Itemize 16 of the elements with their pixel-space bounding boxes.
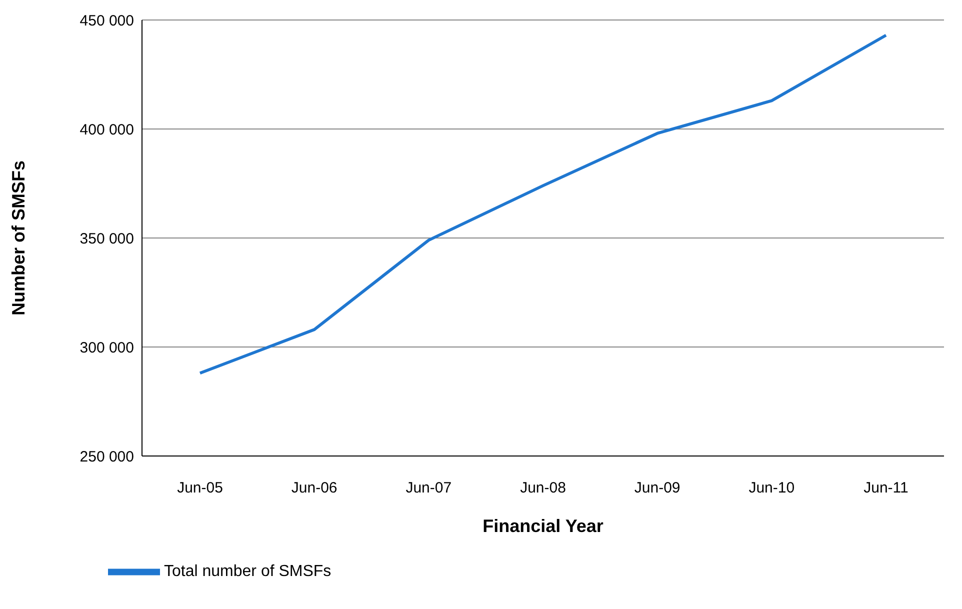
y-tick-label: 450 000: [80, 12, 134, 30]
x-tick-label: Jun-07: [406, 480, 452, 497]
x-axis-title: Financial Year: [482, 516, 604, 536]
x-tick-label: Jun-11: [864, 480, 908, 497]
x-tick-label: Jun-08: [520, 480, 566, 497]
y-tick-label: 400 000: [80, 121, 134, 138]
x-tick-label: Jun-09: [634, 480, 680, 497]
x-tick-label: Jun-10: [748, 480, 795, 497]
line-series: [198, 34, 888, 375]
x-tick-label: Jun-06: [291, 480, 338, 497]
legend-label: Total number of SMSFs: [164, 563, 332, 580]
x-tick-label: Jun-05: [177, 480, 223, 497]
y-tick-label: 350 000: [80, 230, 134, 248]
y-tick-label: 250 000: [80, 448, 134, 466]
y-axis-title: Number of SMSFs: [8, 160, 28, 316]
y-tick-label: 300 000: [80, 339, 134, 356]
